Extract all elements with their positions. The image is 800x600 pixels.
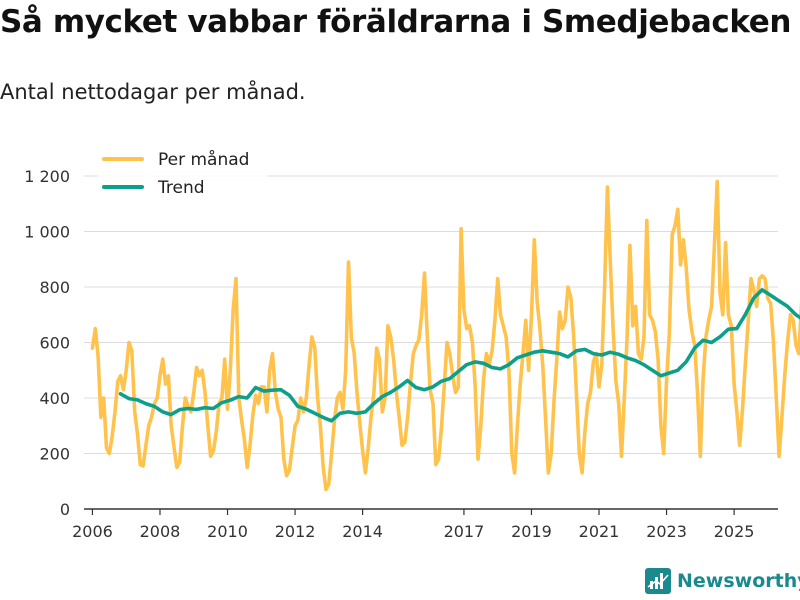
y-tick-label: 800 bbox=[39, 278, 70, 297]
x-tick-label: 2025 bbox=[714, 522, 755, 541]
legend-background bbox=[98, 146, 268, 204]
legend-label: Trend bbox=[157, 178, 205, 198]
x-tick-label: 2006 bbox=[72, 522, 113, 541]
y-tick-label: 600 bbox=[39, 334, 70, 353]
legend-label: Per månad bbox=[158, 149, 249, 170]
x-tick-label: 2010 bbox=[207, 522, 248, 541]
series-line-trend bbox=[118, 288, 800, 423]
y-tick-label: 400 bbox=[39, 389, 70, 408]
brand: Newsworthy bbox=[645, 568, 800, 594]
chart-title: Så mycket vabbar föräldrarna i Smedjebac… bbox=[0, 4, 792, 40]
y-tick-label: 1 000 bbox=[24, 223, 70, 242]
x-tick-label: 2021 bbox=[579, 522, 620, 541]
x-tick-label: 2008 bbox=[140, 522, 181, 541]
x-tick-label: 2023 bbox=[646, 522, 687, 541]
x-tick-label: 2019 bbox=[511, 522, 552, 541]
brand-name: Newsworthy bbox=[677, 570, 800, 592]
line-chart: 0 200 400 600 800 1 000 1 200 2006 2008 2010 2012… bbox=[24, 146, 800, 541]
y-tick-label: 200 bbox=[39, 445, 70, 464]
newsworthy-logo-icon bbox=[645, 568, 671, 594]
series-group bbox=[90, 179, 800, 492]
x-tick-label: 2012 bbox=[275, 522, 316, 541]
y-tick-label: 1 200 bbox=[24, 167, 70, 186]
series-line-per-manad bbox=[90, 179, 800, 492]
x-tick-label: 2017 bbox=[444, 522, 485, 541]
chart-subtitle: Antal nettodagar per månad. bbox=[0, 80, 306, 104]
x-tick-label: 2014 bbox=[342, 522, 383, 541]
x-axis: 2006 2008 2010 2012 2014 2017 2019 2021 2023 2025 bbox=[72, 508, 778, 541]
legend: Per månad Trend bbox=[98, 146, 268, 204]
y-axis: 0 200 400 600 800 1 000 1 200 bbox=[24, 167, 70, 519]
y-tick-label: 0 bbox=[60, 500, 70, 519]
grid-lines bbox=[84, 175, 778, 454]
